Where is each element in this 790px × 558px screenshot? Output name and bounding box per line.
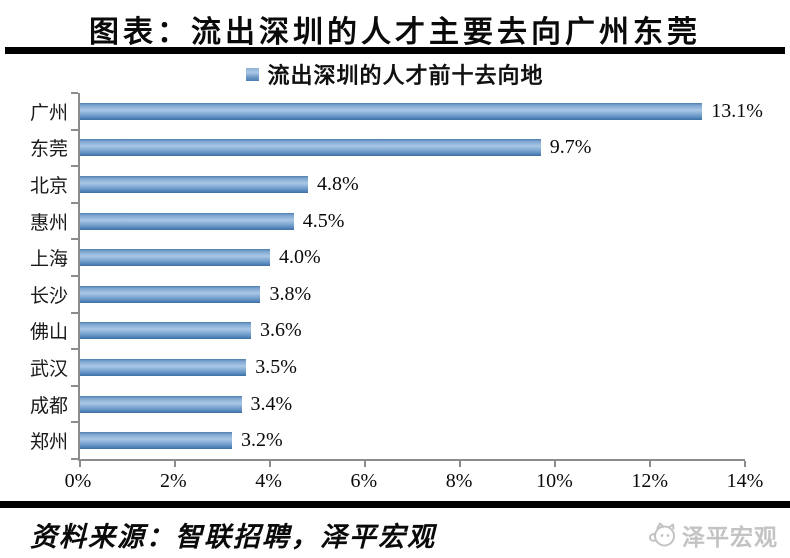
bottom-divider — [0, 501, 790, 508]
category-label: 东莞 — [29, 139, 68, 161]
y-axis-tick — [71, 201, 78, 204]
zeping-mascot-icon — [648, 522, 675, 547]
legend-label: 流出深圳的人才前十去向地 — [267, 63, 544, 88]
y-axis-tick — [71, 311, 78, 314]
y-axis-tick — [71, 458, 78, 460]
x-axis-tick-label: 8% — [445, 470, 473, 492]
value-label: 4.5% — [302, 209, 345, 232]
bar-row: 广州 13.1% — [30, 93, 763, 130]
category-label: 佛山 — [29, 322, 68, 344]
bar-row: 惠州 4.5% — [30, 203, 745, 240]
category-label: 郑州 — [29, 432, 68, 454]
bar-row: 东莞 9.7% — [30, 130, 745, 167]
bar — [80, 285, 261, 303]
y-axis-tick — [71, 92, 78, 94]
bar — [80, 212, 294, 230]
bar — [80, 249, 270, 267]
bar-row: 上海 4.0% — [30, 239, 745, 276]
value-label: 4.8% — [317, 172, 359, 195]
bar-row: 长沙 3.8% — [30, 276, 745, 313]
value-label: 3.5% — [255, 355, 297, 378]
bar — [80, 175, 309, 193]
x-axis-tick — [79, 461, 81, 467]
value-label: 13.1% — [711, 99, 763, 122]
y-axis-tick — [71, 165, 78, 168]
y-axis-tick — [71, 421, 78, 424]
figure-title: 图表：流出深圳的人才主要去向广州东莞 — [89, 16, 701, 49]
category-label: 惠州 — [29, 212, 68, 234]
chart-legend: 流出深圳的人才前十去向地 — [0, 55, 790, 93]
value-label: 3.2% — [241, 429, 283, 452]
bar — [80, 395, 242, 413]
x-axis-tick — [554, 461, 556, 467]
x-axis-tick-label: 6% — [350, 470, 378, 492]
bar-row: 武汉 3.5% — [30, 349, 745, 386]
y-axis-tick — [71, 275, 78, 277]
bar — [80, 432, 233, 450]
x-axis-tick-label: 4% — [255, 470, 282, 492]
watermark: 泽平宏观 — [647, 518, 778, 552]
bar — [80, 322, 251, 340]
category-label: 长沙 — [29, 285, 68, 307]
value-label: 3.8% — [269, 282, 312, 305]
x-axis-tick-label: 0% — [64, 470, 92, 492]
top-divider — [5, 47, 785, 54]
x-axis-tick — [269, 461, 271, 467]
x-axis-tick — [744, 461, 746, 467]
x-axis-tick-label: 10% — [536, 470, 573, 492]
category-label: 上海 — [29, 249, 68, 271]
category-label: 北京 — [29, 175, 68, 197]
value-label: 3.4% — [250, 392, 293, 415]
bar — [80, 139, 541, 157]
source-note: 资料来源：智联招聘，泽平宏观 — [30, 522, 436, 552]
x-axis-tick-label: 14% — [726, 470, 764, 492]
bar-row: 佛山 3.6% — [30, 313, 745, 350]
category-label: 广州 — [29, 102, 68, 124]
y-axis-tick — [71, 238, 78, 241]
value-label: 3.6% — [259, 319, 302, 342]
category-label: 成都 — [29, 395, 68, 417]
value-label: 4.0% — [278, 246, 321, 269]
x-axis-tick — [364, 461, 366, 467]
x-axis-tick — [459, 461, 461, 467]
x-axis-tick — [174, 461, 176, 467]
bar — [80, 102, 703, 120]
y-axis-tick — [71, 384, 78, 387]
category-label: 武汉 — [29, 358, 68, 380]
bar-row: 成都 3.4% — [30, 386, 745, 423]
watermark-label: 泽平宏观 — [682, 524, 778, 550]
value-label: 9.7% — [549, 136, 592, 159]
x-axis-tick-label: 12% — [631, 470, 669, 492]
x-axis-tick-label: 2% — [159, 470, 187, 492]
bar-row: 北京 4.8% — [30, 166, 745, 203]
y-axis-tick — [71, 128, 78, 131]
y-axis-tick — [71, 348, 78, 351]
plot-area: 广州 13.1% 东莞 9.7% 北京 4.8% 惠州 4.5% 上海 4.0% 长沙 3.8% 佛山 3… — [30, 92, 763, 467]
x-axis-tick — [649, 461, 651, 467]
footer: 资料来源：智联招聘，泽平宏观 泽平宏观 — [0, 508, 790, 554]
bar — [80, 358, 247, 376]
bar-row: 郑州 3.2% — [30, 422, 745, 459]
plot-wrapper: 广州 13.1% 东莞 9.7% 北京 4.8% 惠州 4.5% 上海 4.0% 长沙 3.8% 佛山 3… — [30, 92, 763, 467]
legend-swatch-icon — [246, 67, 260, 81]
x-axis-labels: 0% 2% 4% 6% 8% 10% 12% 14% — [65, 461, 764, 497]
